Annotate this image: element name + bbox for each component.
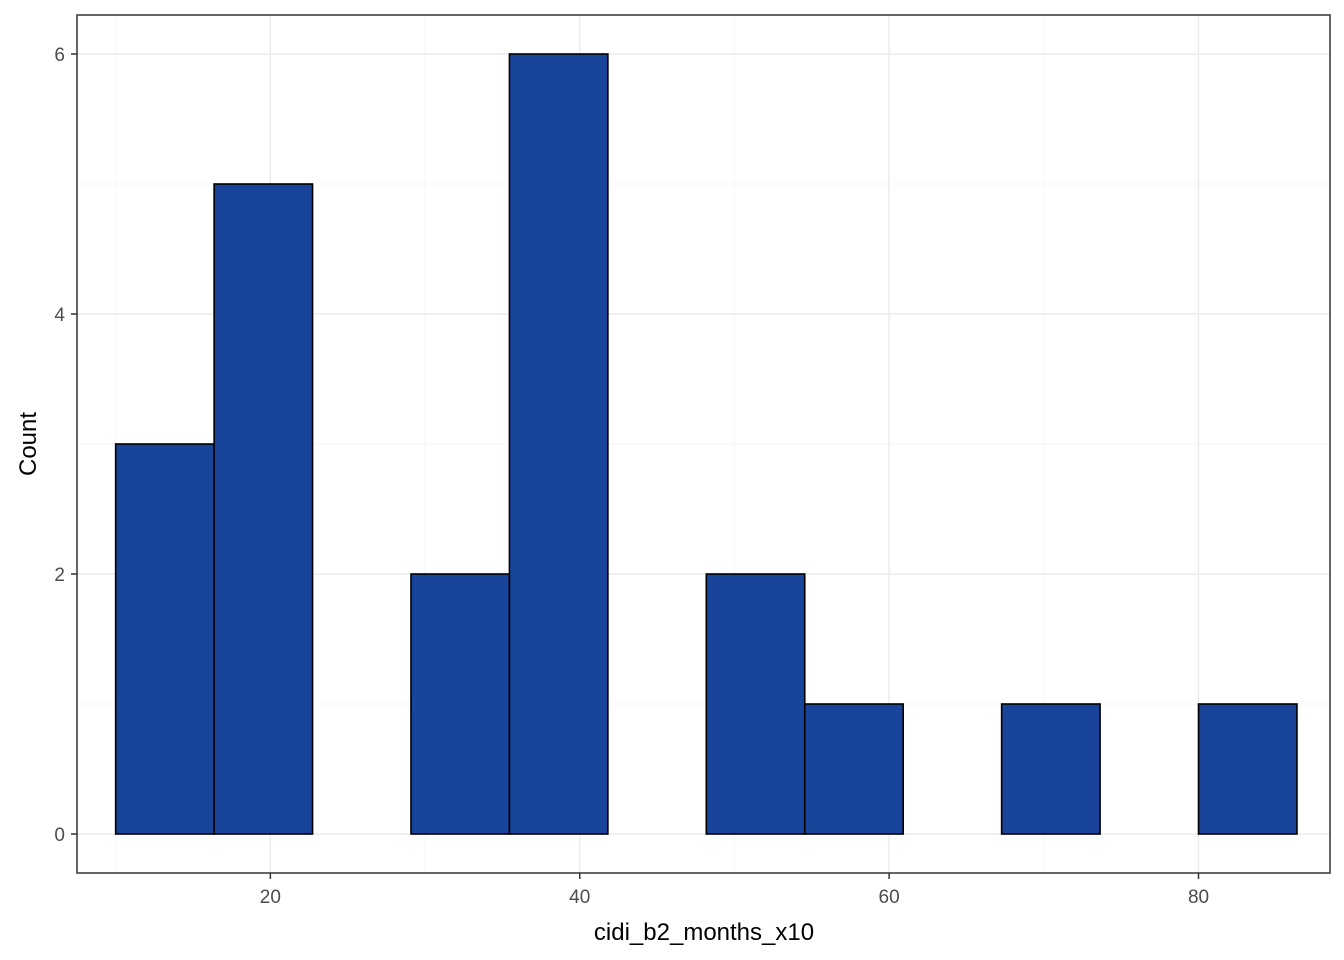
- x-tick-label: 60: [879, 887, 900, 908]
- histogram-bar-5: [508, 53, 609, 835]
- x-axis-title: cidi_b2_months_x10: [594, 919, 814, 946]
- histogram-bar-4: [410, 573, 511, 835]
- y-tick-label: 2: [54, 565, 65, 586]
- histogram-bar-10: [1000, 703, 1101, 835]
- panel-border: [76, 14, 1331, 874]
- x-tick-label: 20: [260, 887, 281, 908]
- x-tick-label: 40: [569, 887, 590, 908]
- histogram-bar-2: [213, 183, 314, 835]
- histogram-bar-8: [803, 703, 904, 835]
- histogram-bar-12: [1197, 703, 1298, 835]
- x-tick-label: 80: [1188, 887, 1209, 908]
- histogram-bar-7: [705, 573, 806, 835]
- y-tick-label: 0: [54, 825, 65, 846]
- y-axis-ticks: 0 2 4 6: [54, 45, 77, 846]
- histogram-bar-1: [114, 443, 215, 835]
- y-tick-label: 4: [54, 305, 65, 326]
- y-tick-label: 6: [54, 45, 65, 66]
- y-axis-title: Count: [15, 412, 42, 476]
- histogram-bars: [114, 53, 1298, 835]
- x-axis-ticks: 20 40 60 80: [260, 873, 1209, 908]
